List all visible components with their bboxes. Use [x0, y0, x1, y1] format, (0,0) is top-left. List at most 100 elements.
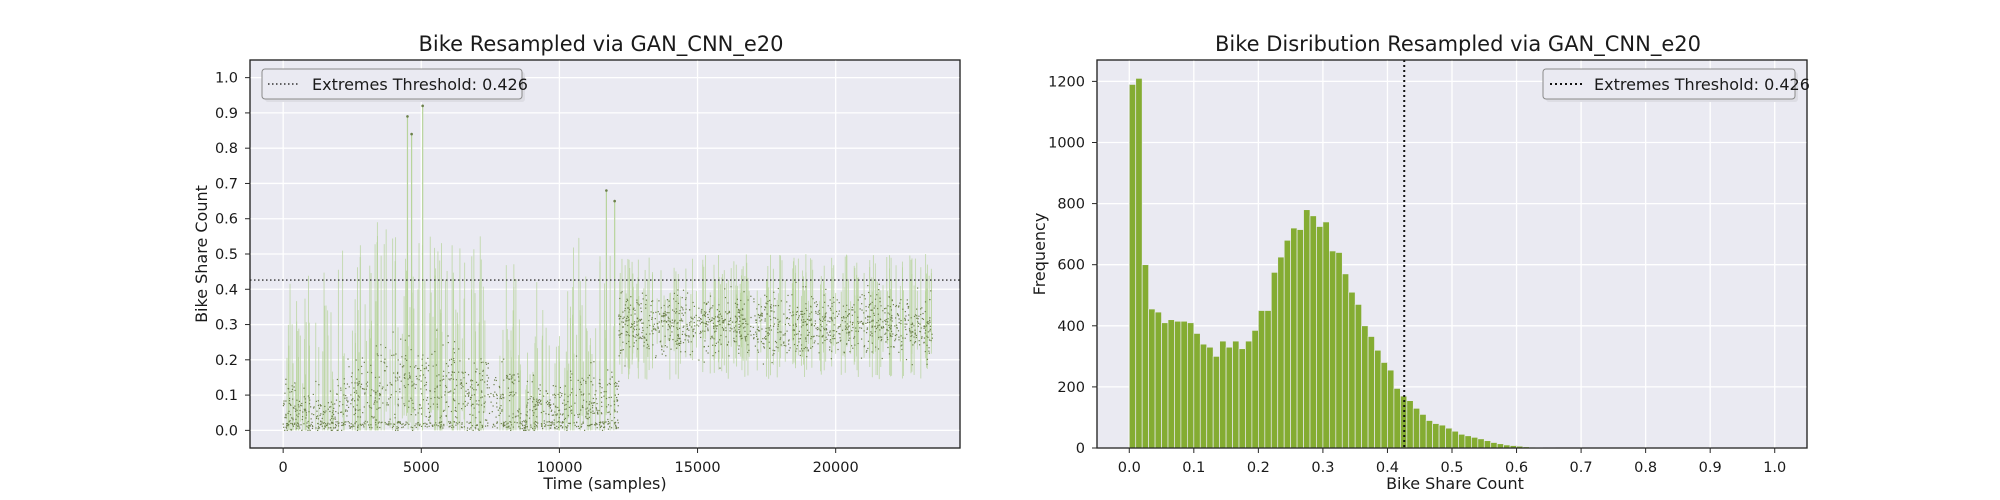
- data-point: [288, 400, 291, 402]
- data-point: [661, 319, 663, 322]
- data-point: [876, 294, 878, 296]
- data-point: [472, 403, 474, 405]
- data-point: [681, 307, 684, 309]
- data-point: [744, 337, 746, 339]
- data-point: [412, 384, 414, 386]
- data-point: [440, 415, 442, 417]
- data-point: [808, 331, 810, 334]
- data-point: [317, 426, 320, 428]
- data-point: [486, 387, 488, 389]
- data-point: [330, 406, 332, 408]
- data-point: [835, 310, 838, 313]
- data-point: [808, 315, 810, 317]
- right-x-tick-label: 0.3: [1311, 460, 1334, 476]
- data-point: [861, 322, 864, 325]
- data-point: [854, 311, 856, 313]
- data-point: [664, 312, 666, 315]
- data-point: [512, 413, 514, 415]
- data-point: [914, 329, 916, 331]
- data-point: [578, 413, 581, 415]
- data-point: [887, 305, 889, 307]
- data-point: [319, 414, 321, 417]
- data-point: [493, 379, 496, 381]
- data-point: [618, 323, 621, 325]
- data-point: [404, 358, 406, 360]
- data-point: [742, 318, 744, 320]
- data-point: [412, 402, 414, 405]
- data-point: [361, 373, 363, 375]
- data-point: [285, 413, 287, 415]
- data-point: [470, 427, 472, 429]
- data-point: [763, 337, 766, 339]
- data-point: [818, 335, 820, 337]
- data-point: [443, 423, 445, 426]
- data-point: [876, 322, 878, 324]
- data-point: [425, 366, 427, 368]
- data-point: [581, 423, 583, 425]
- data-point: [547, 424, 549, 427]
- data-point: [901, 344, 903, 346]
- histogram-bar: [1290, 227, 1298, 449]
- data-point: [304, 398, 306, 400]
- data-point: [770, 307, 772, 309]
- data-point: [686, 335, 688, 337]
- data-point: [686, 292, 689, 294]
- data-point: [742, 318, 745, 320]
- data-point: [829, 331, 831, 333]
- histogram-bar: [1406, 400, 1414, 449]
- data-point: [346, 404, 348, 406]
- data-point: [764, 318, 766, 320]
- data-point: [682, 342, 685, 344]
- data-point: [337, 385, 339, 387]
- data-point: [734, 302, 737, 304]
- data-point: [829, 317, 831, 319]
- data-point: [291, 391, 293, 393]
- data-point: [401, 426, 403, 429]
- data-point: [898, 318, 900, 320]
- data-point: [863, 330, 865, 332]
- data-point: [586, 411, 588, 413]
- data-point: [617, 385, 620, 387]
- data-point: [927, 322, 929, 324]
- data-point: [661, 345, 663, 347]
- data-point: [707, 301, 709, 303]
- data-point: [341, 429, 343, 431]
- data-point: [618, 318, 620, 320]
- right-x-tick-label: 0.1: [1182, 460, 1205, 476]
- data-point: [665, 355, 667, 357]
- data-point: [601, 413, 603, 415]
- data-point: [895, 305, 897, 308]
- data-point: [875, 346, 877, 348]
- data-point: [329, 390, 332, 392]
- data-point: [294, 382, 296, 384]
- data-point: [895, 304, 898, 307]
- data-point: [867, 315, 869, 317]
- data-point: [559, 392, 561, 394]
- data-point: [315, 380, 317, 383]
- data-point: [287, 425, 289, 427]
- data-point: [587, 418, 589, 420]
- histogram-bar: [1135, 77, 1143, 449]
- data-point: [502, 424, 505, 426]
- data-point: [679, 327, 681, 329]
- data-point: [788, 349, 790, 351]
- data-point: [899, 302, 901, 304]
- data-point: [355, 421, 357, 423]
- data-point: [724, 311, 727, 313]
- data-point: [381, 388, 383, 390]
- data-point: [769, 305, 772, 308]
- data-point: [343, 378, 345, 380]
- data-point: [620, 332, 622, 335]
- data-point: [671, 319, 674, 321]
- data-point: [634, 309, 636, 311]
- data-point: [364, 392, 366, 394]
- data-point: [327, 408, 329, 410]
- data-point: [605, 421, 607, 423]
- data-point: [581, 394, 583, 396]
- data-point: [603, 395, 605, 397]
- data-point: [297, 422, 299, 425]
- data-point: [376, 426, 378, 428]
- data-point: [606, 406, 608, 408]
- data-point: [594, 422, 597, 424]
- data-point: [829, 299, 831, 301]
